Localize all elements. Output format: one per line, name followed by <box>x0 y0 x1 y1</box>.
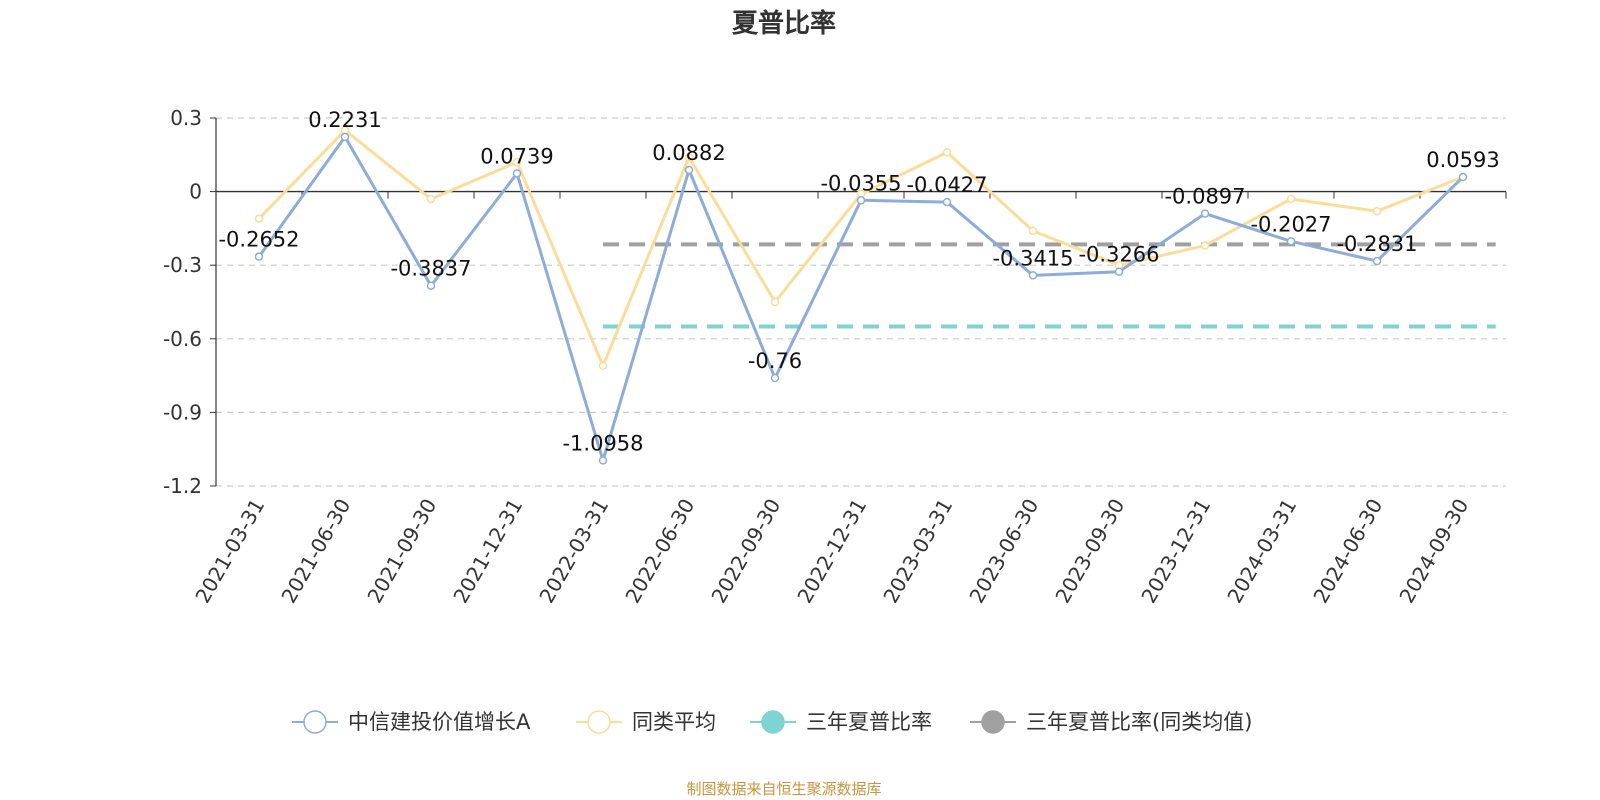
data-label: -0.3837 <box>390 257 471 281</box>
legend-marker <box>303 710 327 734</box>
x-tick-label: 2024-06-30 <box>1308 495 1387 608</box>
x-tick-label: 2024-09-30 <box>1394 495 1473 608</box>
x-tick-label: 2021-03-31 <box>190 495 269 608</box>
data-labels: -0.2652 0.2231 -0.3837 0.0739 -1.0958 0.0882 -… <box>218 108 1499 456</box>
legend-marker <box>761 710 785 734</box>
y-tick-label: -0.9 <box>163 400 202 424</box>
x-tick-label: 2024-03-31 <box>1222 495 1301 608</box>
data-label: 0.0882 <box>652 141 725 165</box>
source-note: 制图数据来自恒生聚源数据库 <box>686 780 881 798</box>
series-point-0 <box>1028 271 1038 280</box>
legend-item-1[interactable]: 同类平均 <box>576 710 716 734</box>
x-tick-label: 2023-12-31 <box>1136 495 1215 608</box>
data-label: -0.0355 <box>820 171 901 195</box>
x-tick-label: 2022-12-31 <box>792 495 871 608</box>
chart-title: 夏普比率 <box>732 8 836 39</box>
legend-label: 三年夏普比率 <box>806 710 932 734</box>
series-point-1 <box>512 157 522 167</box>
y-tick-label: -0.3 <box>163 253 202 277</box>
x-tick-label: 2021-06-30 <box>276 495 355 608</box>
series-point-0 <box>1114 267 1124 276</box>
data-label: -1.0958 <box>562 431 643 455</box>
series-points <box>254 126 1468 465</box>
series-point-0 <box>856 196 866 205</box>
grid <box>216 117 1506 487</box>
data-label: -0.0897 <box>1164 185 1245 209</box>
x-tick-label: 2022-06-30 <box>620 495 699 608</box>
series-point-0 <box>598 456 608 465</box>
series-point-1 <box>684 153 694 162</box>
x-tick-label: 2023-06-30 <box>964 495 1043 608</box>
series-point-1 <box>1286 194 1296 204</box>
series-point-1 <box>598 361 608 371</box>
x-tick-label: 2022-03-31 <box>534 495 613 608</box>
y-tick-label: -0.6 <box>163 327 202 351</box>
data-label: -0.0427 <box>906 173 987 197</box>
x-tick-label: 2023-09-30 <box>1050 495 1129 608</box>
series-point-1 <box>1372 206 1382 216</box>
series-point-1 <box>1200 241 1210 250</box>
series-point-0 <box>1200 209 1210 218</box>
data-label: 0.2231 <box>308 108 381 132</box>
legend-marker <box>981 710 1005 734</box>
series-point-0 <box>770 373 780 383</box>
series-point-0 <box>254 252 264 261</box>
series-point-1 <box>254 214 264 223</box>
series-point-0 <box>512 169 522 178</box>
series-point-0 <box>1286 237 1296 246</box>
series-point-1 <box>426 194 436 204</box>
data-label: -0.2652 <box>218 228 299 252</box>
data-label: -0.2831 <box>1336 232 1417 256</box>
legend-item-0[interactable]: 中信建投价值增长A <box>292 710 531 734</box>
series-line-1 <box>257 128 1464 368</box>
data-label: -0.3415 <box>992 246 1073 270</box>
series-point-0 <box>1372 256 1382 266</box>
data-label: -0.76 <box>748 349 802 373</box>
series-point-0 <box>684 165 694 175</box>
y-tick-label: -1.2 <box>163 474 202 498</box>
data-label: -0.2027 <box>1250 212 1331 236</box>
data-label: 0.0593 <box>1426 148 1499 172</box>
legend-label: 同类平均 <box>632 710 716 734</box>
series-point-1 <box>942 148 952 157</box>
x-tick-label: 2021-09-30 <box>362 495 441 608</box>
data-label: 0.0739 <box>480 144 553 168</box>
legend-item-2[interactable]: 三年夏普比率 <box>750 710 932 734</box>
legend[interactable]: 中信建投价值增长A 同类平均 三年夏普比率 三年夏普比率(同类均值) <box>292 710 1252 734</box>
series-point-0 <box>1458 172 1468 182</box>
series-point-0 <box>426 281 436 290</box>
legend-label: 三年夏普比率(同类均值) <box>1026 710 1252 734</box>
series-point-1 <box>1028 226 1038 236</box>
y-tick-label: 0.3 <box>170 106 202 130</box>
x-tick-label: 2023-03-31 <box>878 495 957 608</box>
series-point-1 <box>770 297 780 307</box>
legend-label: 中信建投价值增长A <box>348 710 531 734</box>
legend-item-3[interactable]: 三年夏普比率(同类均值) <box>970 710 1252 734</box>
legend-marker <box>587 710 611 734</box>
series-point-0 <box>340 132 350 142</box>
y-tick-label: 0 <box>189 180 202 204</box>
x-tick-label: 2022-09-30 <box>706 495 785 608</box>
data-label: -0.3266 <box>1078 243 1159 267</box>
series-point-0 <box>942 197 952 207</box>
x-tick-label: 2021-12-31 <box>448 495 527 608</box>
reference-lines <box>603 242 1496 329</box>
